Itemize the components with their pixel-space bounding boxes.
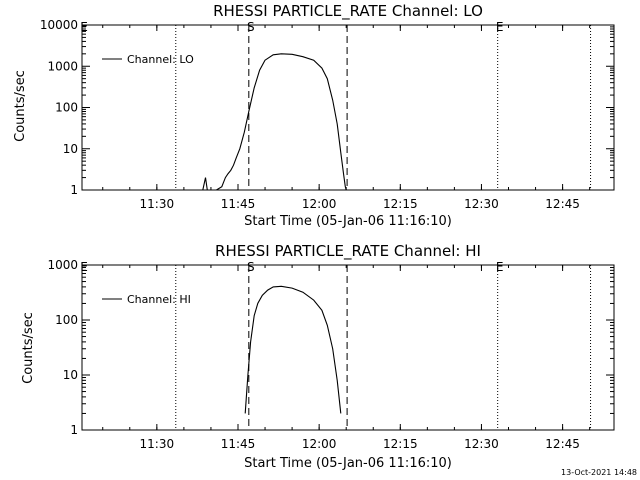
legend-entry: Channel: HI: [127, 293, 191, 306]
y-tick-label: 10: [63, 368, 78, 382]
series-line: [244, 285, 342, 414]
event-marker-label: E: [80, 260, 88, 274]
event-marker-label: S: [247, 260, 255, 274]
y-tick-label: 10000: [40, 18, 78, 32]
x-tick-label: 11:30: [140, 437, 175, 451]
panel-channel-hi: RHESSI PARTICLE_RATE Channel: HI Start T…: [21, 242, 615, 471]
event-marker-label: E: [496, 20, 504, 34]
plot-frame: [81, 264, 615, 431]
event-marker-label: E: [496, 260, 504, 274]
y-tick-label: 100: [55, 313, 78, 327]
x-tick-label: 12:15: [383, 197, 418, 211]
panel-channel-lo: RHESSI PARTICLE_RATE Channel: LO Start T…: [13, 2, 615, 229]
y-tick-label: 1000: [47, 59, 78, 73]
x-tick-label: 12:00: [302, 197, 337, 211]
series-line: [202, 53, 347, 191]
x-tick-label: 11:45: [221, 197, 256, 211]
plot-frame: [81, 24, 615, 191]
y-axis-label: Counts/sec: [21, 312, 36, 384]
x-tick-label: 12:45: [545, 437, 580, 451]
y-tick-label: 1: [70, 423, 78, 437]
x-tick-label: 12:45: [545, 197, 580, 211]
x-tick-label: 12:30: [464, 437, 499, 451]
x-tick-label: 11:45: [221, 437, 256, 451]
x-axis-label: Start Time (05-Jan-06 11:16:10): [244, 456, 452, 471]
event-marker-label: E: [80, 20, 88, 34]
y-tick-label: 1: [70, 183, 78, 197]
chart-title: RHESSI PARTICLE_RATE Channel: HI: [215, 242, 481, 261]
x-tick-label: 12:30: [464, 197, 499, 211]
y-tick-label: 10: [63, 142, 78, 156]
x-tick-label: 11:30: [140, 197, 175, 211]
y-tick-label: 1000: [47, 258, 78, 272]
creation-timestamp: 13-Oct-2021 14:48: [561, 468, 637, 477]
y-tick-label: 100: [55, 101, 78, 115]
x-tick-label: 12:00: [302, 437, 337, 451]
legend-entry: Channel: LO: [127, 53, 194, 66]
x-tick-label: 12:15: [383, 437, 418, 451]
y-axis-label: Counts/sec: [13, 70, 28, 142]
x-axis-label: Start Time (05-Jan-06 11:16:10): [244, 214, 452, 229]
chart-title: RHESSI PARTICLE_RATE Channel: LO: [213, 2, 483, 21]
event-marker-label: S: [247, 20, 255, 34]
